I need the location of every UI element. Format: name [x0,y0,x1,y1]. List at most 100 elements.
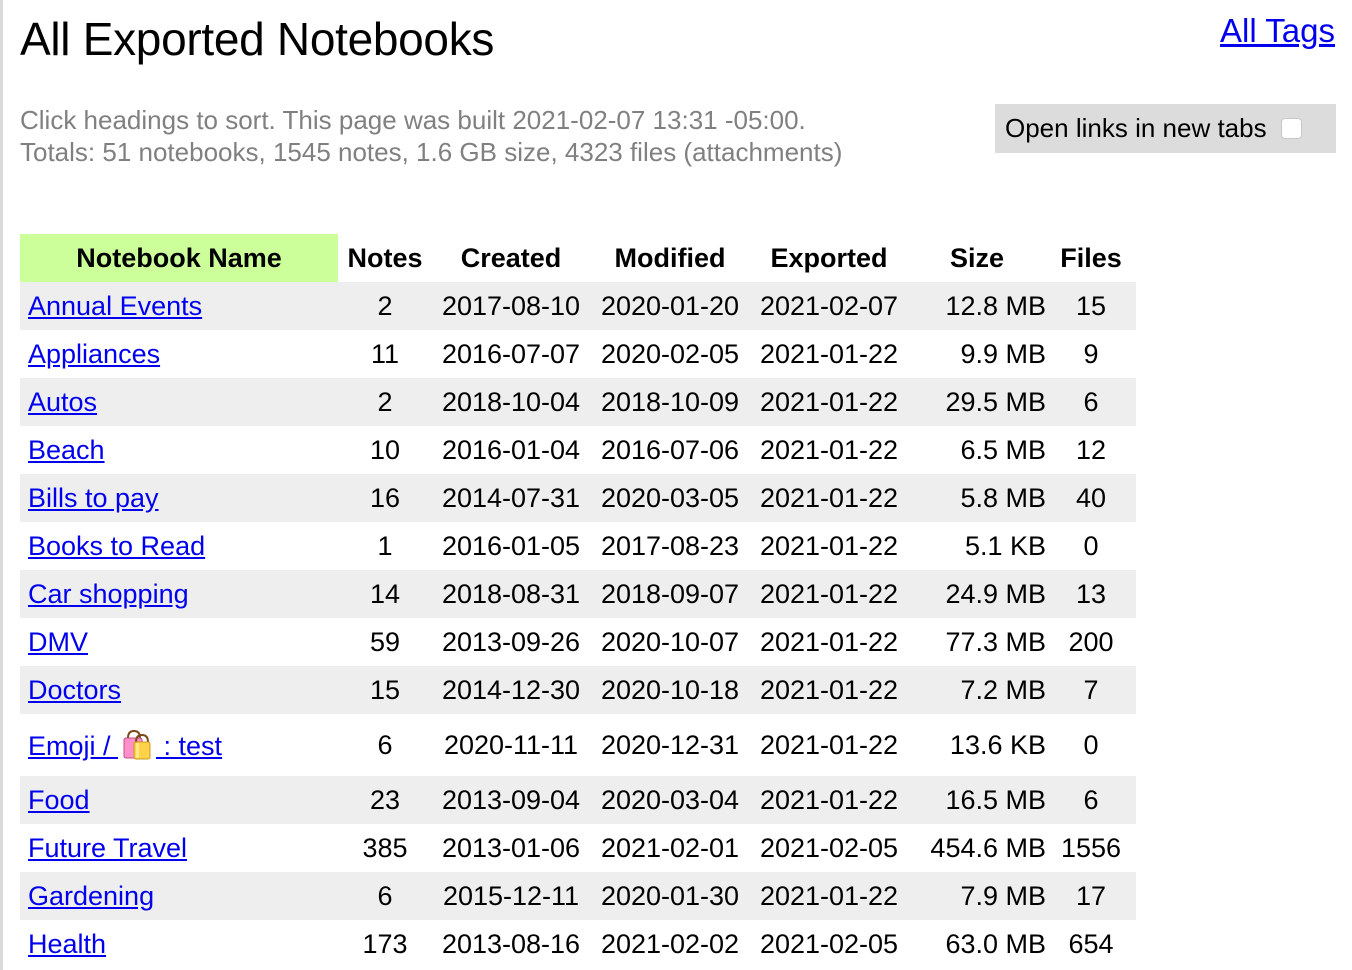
exported-cell: 2021-02-05 [759,832,899,863]
table-row: Health 173 2013-08-16 2021-02-02 2021-02… [20,920,1136,968]
notes-cell: 15 [369,674,401,705]
table-row: Car shopping 14 2018-08-31 2018-09-07 20… [20,570,1136,618]
files-cell: 6 [1083,784,1099,815]
header-size[interactable]: Size [949,242,1005,273]
build-info-text: Click headings to sort. This page was bu… [20,105,806,135]
header-notes[interactable]: Notes [347,242,423,273]
all-tags-link[interactable]: All Tags [1220,12,1335,49]
exported-cell: 2021-02-05 [759,928,899,959]
modified-cell: 2018-10-09 [600,386,740,417]
notebook-link[interactable]: Beach [28,434,105,465]
notebook-link[interactable]: Autos [28,386,98,417]
table-row: Doctors 15 2014-12-30 2020-10-18 2021-01… [20,666,1136,714]
size-cell: 7.2 MB [960,674,1046,705]
modified-cell: 2020-02-05 [600,338,740,369]
notebook-name-cell: Autos [20,378,338,426]
table-row: Beach 10 2016-01-04 2016-07-06 2021-01-2… [20,426,1136,474]
created-cell: 2016-01-04 [441,434,581,465]
files-cell: 0 [1083,729,1099,760]
notebooks-table: Notebook Name Notes Created Modified Exp… [20,234,1136,968]
created-cell: 2013-09-04 [441,784,581,815]
size-cell: 12.8 MB [945,290,1046,321]
header-notebook-name[interactable]: Notebook Name [20,234,338,282]
notebook-link[interactable]: Books to Read [28,530,206,561]
size-cell: 5.8 MB [960,482,1046,513]
notes-cell: 1 [377,530,393,561]
exported-cell: 2021-01-22 [759,729,899,760]
notebook-name-cell: Doctors [20,666,338,714]
notebook-name-cell: Gardening [20,872,338,920]
size-cell: 6.5 MB [960,434,1046,465]
size-cell: 77.3 MB [945,626,1046,657]
files-cell: 40 [1075,482,1107,513]
created-cell: 2013-01-06 [441,832,581,863]
open-in-new-tabs-toggle[interactable]: Open links in new tabs [995,104,1336,153]
notebook-link[interactable]: Food [28,784,90,815]
modified-cell: 2017-08-23 [600,530,740,561]
files-cell: 15 [1075,290,1107,321]
notebook-link[interactable]: Bills to pay [28,482,159,513]
modified-cell: 2016-07-06 [600,434,740,465]
notebook-link[interactable]: Gardening [28,880,155,911]
notes-cell: 59 [369,626,401,657]
modified-cell: 2021-02-01 [600,832,740,863]
exported-cell: 2021-01-22 [759,530,899,561]
notes-cell: 6 [377,729,393,760]
size-cell: 29.5 MB [945,386,1046,417]
notebook-link[interactable]: DMV [28,626,88,657]
notebook-name-cell: Health [20,920,338,968]
modified-cell: 2020-10-18 [600,674,740,705]
exported-cell: 2021-01-22 [759,784,899,815]
exported-cell: 2021-01-22 [759,338,899,369]
notes-cell: 16 [369,482,401,513]
header-modified[interactable]: Modified [614,242,726,273]
modified-cell: 2020-03-04 [600,784,740,815]
size-cell: 454.6 MB [930,832,1046,863]
open-in-new-tabs-checkbox[interactable] [1280,118,1302,139]
header-created[interactable]: Created [460,242,562,273]
size-cell: 24.9 MB [945,578,1046,609]
files-cell: 1556 [1060,832,1122,863]
exported-cell: 2021-01-22 [759,578,899,609]
notebook-name-cell: Emoji / : test [20,714,338,776]
created-cell: 2013-08-16 [441,928,581,959]
created-cell: 2016-01-05 [441,530,581,561]
notebook-link[interactable]: Annual Events [28,290,203,321]
header-exported[interactable]: Exported [770,242,888,273]
shopping-bags-icon [123,729,151,759]
modified-cell: 2018-09-07 [600,578,740,609]
notebook-link[interactable]: Doctors [28,674,122,705]
exported-cell: 2021-01-22 [759,482,899,513]
notebook-name-cell: Beach [20,426,338,474]
exported-cell: 2021-01-22 [759,434,899,465]
files-cell: 654 [1068,928,1114,959]
exported-cell: 2021-01-22 [759,880,899,911]
notebook-link[interactable]: Emoji / : test [28,729,222,761]
created-cell: 2015-12-11 [442,880,580,911]
notes-cell: 173 [362,928,408,959]
page-title: All Exported Notebooks [20,13,495,65]
exported-cell: 2021-02-07 [759,290,899,321]
table-row: Annual Events 2 2017-08-10 2020-01-20 20… [20,282,1136,330]
table-row: Autos 2 2018-10-04 2018-10-09 2021-01-22… [20,378,1136,426]
table-row: Food 23 2013-09-04 2020-03-04 2021-01-22… [20,776,1136,824]
size-cell: 7.9 MB [960,880,1046,911]
created-cell: 2018-10-04 [441,386,581,417]
notes-cell: 14 [369,578,401,609]
notes-cell: 2 [377,290,393,321]
header-files[interactable]: Files [1060,242,1122,273]
modified-cell: 2020-01-30 [600,880,740,911]
notes-cell: 11 [370,338,400,369]
notebook-link[interactable]: Future Travel [28,832,188,863]
notebook-link[interactable]: Appliances [28,338,161,369]
files-cell: 9 [1083,338,1099,369]
left-border [0,0,3,970]
notebook-link[interactable]: Health [28,928,107,959]
table-row: Books to Read 1 2016-01-05 2017-08-23 20… [20,522,1136,570]
modified-cell: 2020-12-31 [600,729,740,760]
size-cell: 13.6 KB [949,729,1046,760]
files-cell: 200 [1068,626,1114,657]
notes-cell: 2 [377,386,393,417]
table-row: Emoji / : test 6 2020-11-11 2020-12-31 2… [20,714,1136,776]
notebook-link[interactable]: Car shopping [28,578,189,609]
